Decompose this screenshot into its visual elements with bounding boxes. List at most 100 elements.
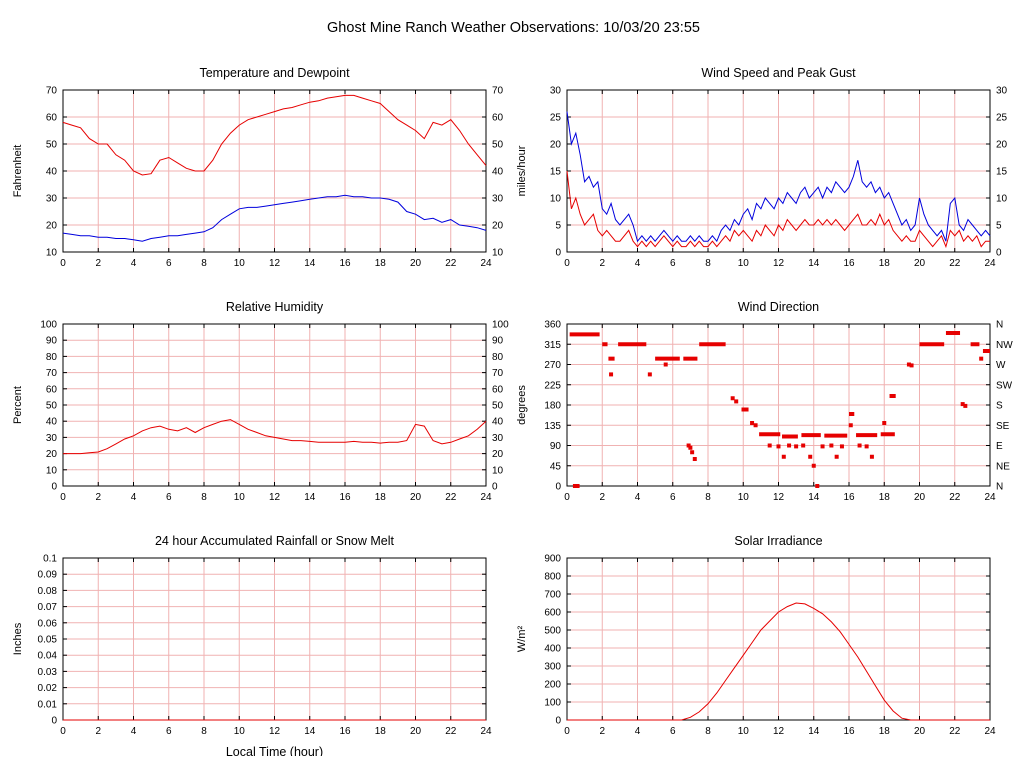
svg-text:0.04: 0.04 [38,651,58,662]
svg-text:Percent: Percent [12,386,24,424]
svg-text:20: 20 [410,726,422,737]
svg-text:miles/hour: miles/hour [516,145,528,196]
svg-text:0.06: 0.06 [38,618,58,629]
svg-text:10: 10 [234,258,246,269]
svg-text:600: 600 [544,608,561,619]
svg-text:20: 20 [410,492,422,503]
chart-wind-speed-gust: 0 2 4 6 8 10 12 14 16 18 20 22 24 0 0 5 5 10 10 15 15 20 20 25 2… [512,62,1019,293]
svg-text:300: 300 [544,662,561,673]
svg-text:NW: NW [996,340,1013,351]
svg-text:0.05: 0.05 [38,635,58,646]
svg-text:20: 20 [914,258,926,269]
chart-temperature-dewpoint: 0 2 4 6 8 10 12 14 16 18 20 22 24 10 10 20 20 30 30 40 40 50 5… [8,62,515,293]
svg-text:Temperature and Dewpoint: Temperature and Dewpoint [199,66,350,80]
svg-text:6: 6 [670,726,676,737]
svg-text:NE: NE [996,461,1010,472]
svg-text:20: 20 [550,140,562,151]
svg-text:0: 0 [996,248,1002,259]
svg-text:80: 80 [492,352,504,363]
svg-text:60: 60 [492,384,504,395]
svg-text:10: 10 [234,726,246,737]
svg-text:8: 8 [201,258,207,269]
svg-text:30: 30 [492,194,504,205]
svg-text:22: 22 [949,726,961,737]
svg-text:0: 0 [60,726,66,737]
svg-text:70: 70 [46,86,58,97]
svg-text:700: 700 [544,590,561,601]
svg-text:2: 2 [599,492,605,503]
svg-text:20: 20 [492,221,504,232]
svg-text:10: 10 [234,492,246,503]
svg-text:4: 4 [635,258,641,269]
svg-text:16: 16 [339,726,351,737]
svg-text:22: 22 [445,726,457,737]
svg-text:50: 50 [492,401,504,412]
svg-text:6: 6 [166,492,172,503]
svg-text:22: 22 [949,492,961,503]
svg-text:40: 40 [492,417,504,428]
svg-text:40: 40 [46,167,58,178]
svg-text:N: N [996,482,1003,493]
svg-text:225: 225 [544,380,561,391]
svg-text:10: 10 [46,248,58,259]
svg-text:50: 50 [492,140,504,151]
svg-text:60: 60 [492,113,504,124]
svg-text:315: 315 [544,340,561,351]
svg-text:0: 0 [492,482,498,493]
svg-text:0: 0 [60,258,66,269]
svg-text:90: 90 [46,336,58,347]
svg-text:10: 10 [46,465,58,476]
svg-text:14: 14 [808,492,820,503]
svg-text:2: 2 [599,726,605,737]
svg-text:10: 10 [492,248,504,259]
svg-text:20: 20 [410,258,422,269]
svg-text:10: 10 [492,465,504,476]
chart-wind-direction: 0 2 4 6 8 10 12 14 16 18 20 22 24 0 N 45 NE 90 E 135 SE 180 S 2… [512,296,1019,527]
svg-text:70: 70 [492,368,504,379]
svg-text:8: 8 [705,726,711,737]
svg-text:6: 6 [670,258,676,269]
svg-text:8: 8 [201,726,207,737]
svg-text:12: 12 [269,726,281,737]
solar-irradiance-canvas: 0 2 4 6 8 10 12 14 16 18 20 22 240100200300400500600… [516,534,996,737]
svg-text:14: 14 [808,258,820,269]
svg-text:0: 0 [555,482,561,493]
svg-text:14: 14 [304,258,316,269]
svg-text:16: 16 [843,492,855,503]
svg-text:18: 18 [375,726,387,737]
svg-text:200: 200 [544,680,561,691]
svg-text:90: 90 [550,441,562,452]
svg-text:20: 20 [492,449,504,460]
svg-text:135: 135 [544,421,561,432]
svg-text:N: N [996,320,1003,331]
svg-text:10: 10 [738,726,750,737]
svg-text:70: 70 [46,368,58,379]
svg-text:15: 15 [996,167,1008,178]
svg-text:60: 60 [46,113,58,124]
svg-text:0.02: 0.02 [38,683,58,694]
svg-text:24: 24 [480,492,492,503]
svg-text:20: 20 [46,221,58,232]
svg-text:E: E [996,441,1003,452]
svg-text:12: 12 [773,726,785,737]
svg-text:30: 30 [46,433,58,444]
svg-text:20: 20 [914,726,926,737]
svg-text:0.08: 0.08 [38,586,58,597]
svg-text:40: 40 [46,417,58,428]
svg-text:0: 0 [555,248,561,259]
svg-text:22: 22 [445,258,457,269]
svg-text:22: 22 [949,258,961,269]
svg-text:500: 500 [544,626,561,637]
svg-text:4: 4 [131,492,137,503]
svg-text:W/m²: W/m² [516,626,528,653]
svg-text:18: 18 [879,492,891,503]
svg-text:6: 6 [166,258,172,269]
svg-text:5: 5 [555,221,561,232]
svg-text:24 hour Accumulated Rainfall o: 24 hour Accumulated Rainfall or Snow Mel… [155,534,395,548]
svg-text:10: 10 [738,258,750,269]
svg-text:4: 4 [131,726,137,737]
svg-text:12: 12 [269,492,281,503]
